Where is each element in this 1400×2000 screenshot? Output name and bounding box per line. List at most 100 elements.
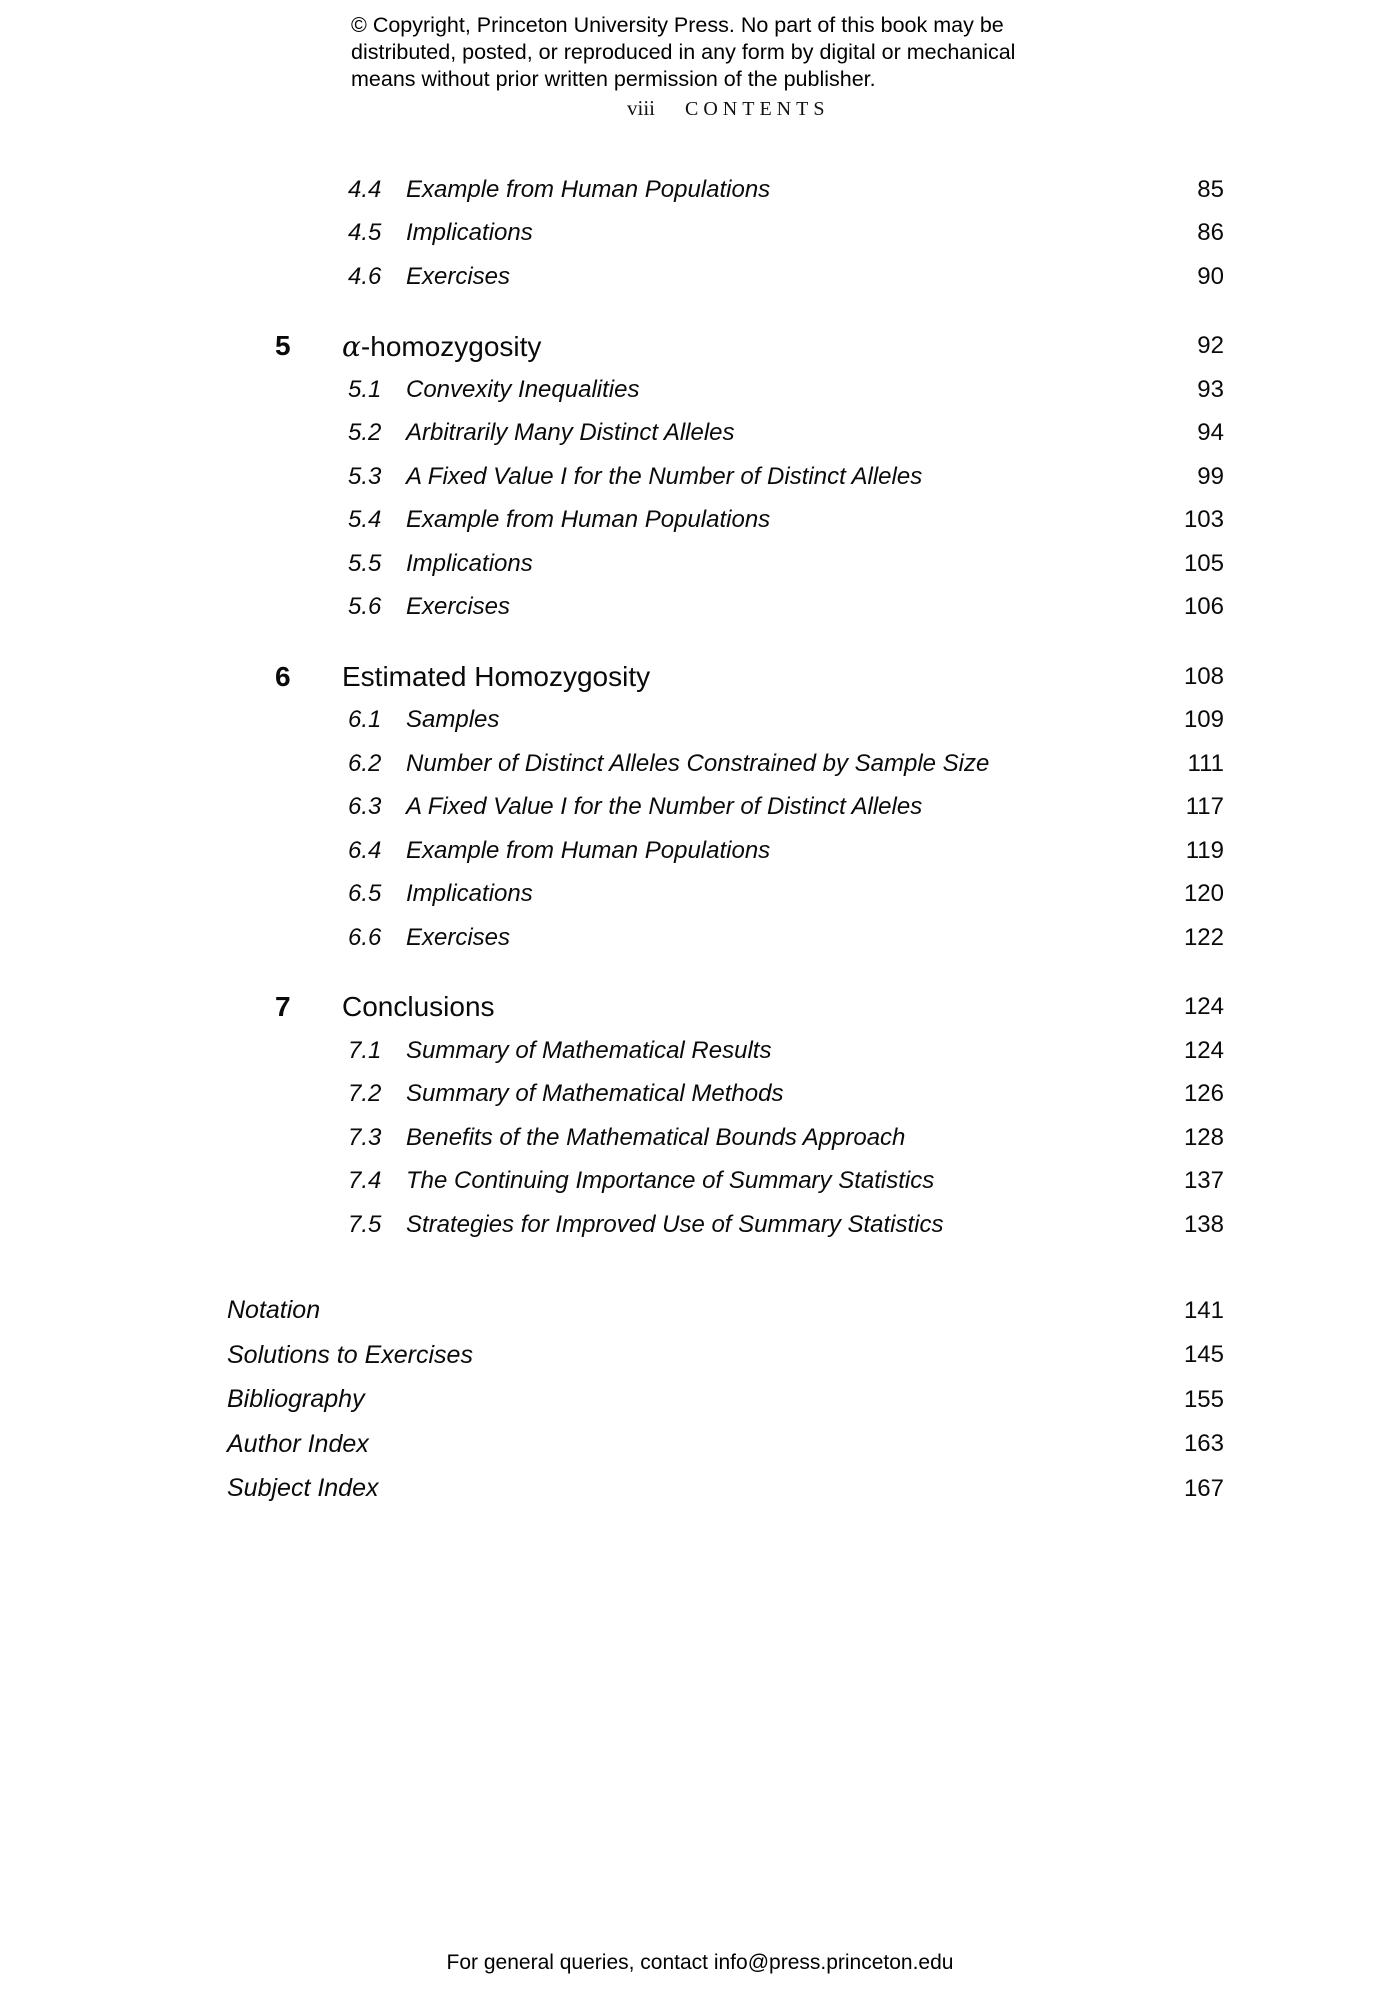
toc-chapter-row: 7 Conclusions 124: [227, 986, 1224, 1030]
toc-entry-page-number: 108: [1183, 662, 1224, 690]
toc-entry-number: 6.6: [348, 923, 382, 951]
toc-entry-number: 4.6: [348, 262, 382, 290]
toc-section-row: 5.1 Convexity Inequalities 93: [227, 368, 1224, 412]
toc-entry-number: 7.4: [348, 1167, 382, 1195]
toc-entry-number: 7.3: [348, 1123, 382, 1151]
toc-entry-title: Exercises: [406, 593, 511, 621]
toc-entry-page-number: 128: [1183, 1123, 1224, 1151]
toc-entry-title: Number of Distinct Alleles Constrained b…: [406, 749, 990, 777]
toc-entry-number: 6.1: [348, 706, 382, 734]
toc-section-row: 7.2 Summary of Mathematical Methods 126: [227, 1073, 1224, 1117]
toc-entry-number: 6.2: [348, 749, 382, 777]
toc-entry-page-number: 119: [1185, 836, 1224, 864]
toc-entry-page-number: 120: [1183, 880, 1224, 908]
toc-entry-page-number: 103: [1183, 506, 1224, 534]
toc-entry-number: 5.4: [348, 506, 382, 534]
toc-entry-number: 5.5: [348, 549, 382, 577]
toc-entry-title: Summary of Mathematical Methods: [406, 1080, 784, 1108]
toc-entry-title: Strategies for Improved Use of Summary S…: [406, 1210, 944, 1238]
table-of-contents: 4.4 Example from Human Populations 85 4.5 Im…: [227, 168, 1224, 1511]
toc-entry-title: Implications: [406, 880, 533, 908]
running-head: viii CONTENTS: [627, 96, 829, 121]
toc-entry-page-number: 99: [1197, 462, 1224, 490]
running-head-title: CONTENTS: [685, 98, 830, 120]
toc-entry-title: Author Index: [227, 1429, 369, 1458]
toc-entry-title: Summary of Mathematical Results: [406, 1036, 772, 1064]
toc-entry-title: Estimated Homozygosity: [342, 660, 651, 692]
toc-entry-page-number: 117: [1185, 793, 1224, 821]
toc-section-row: 6.4 Example from Human Populations 119: [227, 829, 1224, 873]
toc-entry-page-number: 167: [1183, 1474, 1224, 1502]
toc-entry-title: Example from Human Populations: [406, 836, 771, 864]
toc-entry-number: 7.1: [348, 1036, 382, 1064]
toc-entry-title: Arbitrarily Many Distinct Alleles: [406, 419, 735, 447]
toc-section-row: 7.3 Benefits of the Mathematical Bounds A…: [227, 1116, 1224, 1160]
toc-entry-title: Exercises: [406, 262, 511, 290]
toc-entry-page-number: 138: [1183, 1210, 1224, 1238]
toc-chapter-row: 6 Estimated Homozygosity 108: [227, 655, 1224, 699]
toc-entry-title: α-homozygosity: [342, 329, 542, 363]
toc-entry-page-number: 109: [1183, 706, 1224, 734]
toc-entry-number: 5.1: [348, 375, 382, 403]
toc-entry-page-number: 92: [1197, 332, 1224, 360]
toc-section-row: 5.3 A Fixed Value I for the Number of Dis…: [227, 455, 1224, 499]
toc-entry-number: 5: [275, 330, 291, 362]
toc-section-row: 4.5 Implications 86: [227, 212, 1224, 256]
toc-entry-page-number: 122: [1183, 923, 1224, 951]
toc-entry-number: 4.4: [348, 175, 382, 203]
toc-entry-page-number: 137: [1183, 1167, 1224, 1195]
toc-entry-page-number: 141: [1183, 1296, 1224, 1324]
toc-entry-title: Convexity Inequalities: [406, 375, 640, 403]
copyright-notice: © Copyright, Princeton University Press.…: [351, 12, 1015, 93]
toc-entry-title: A Fixed Value I for the Number of Distin…: [406, 462, 923, 490]
toc-entry-page-number: 126: [1183, 1080, 1224, 1108]
toc-section-row: 5.5 Implications 105: [227, 542, 1224, 586]
toc-section-row: 6.6 Exercises 122: [227, 916, 1224, 960]
toc-entry-title: Samples: [406, 706, 500, 734]
toc-section-row: 7.4 The Continuing Importance of Summary …: [227, 1160, 1224, 1204]
toc-backmatter-row: Author Index 163: [227, 1422, 1224, 1467]
toc-entry-page-number: 85: [1197, 175, 1224, 203]
toc-entry-title: Example from Human Populations: [406, 175, 771, 203]
toc-backmatter-row: Subject Index 167: [227, 1467, 1224, 1512]
toc-entry-page-number: 93: [1197, 375, 1224, 403]
toc-section-row: 5.6 Exercises 106: [227, 586, 1224, 630]
toc-entry-number: 7.5: [348, 1210, 382, 1238]
toc-section-row: 6.3 A Fixed Value I for the Number of Dis…: [227, 786, 1224, 830]
toc-entry-title: Implications: [406, 219, 533, 247]
toc-entry-page-number: 86: [1197, 219, 1224, 247]
toc-entry-page-number: 94: [1197, 419, 1224, 447]
toc-section-row: 4.6 Exercises 90: [227, 255, 1224, 299]
toc-backmatter-row: Notation 141: [227, 1289, 1224, 1334]
toc-section-row: 5.4 Example from Human Populations 103: [227, 499, 1224, 543]
toc-chapter-row: 5 α-homozygosity 92: [227, 325, 1224, 369]
toc-backmatter-row: Bibliography 155: [227, 1378, 1224, 1423]
copyright-line-1: © Copyright, Princeton University Press.…: [351, 13, 1004, 37]
toc-entry-title: Conclusions: [342, 991, 495, 1023]
toc-entry-page-number: 105: [1183, 549, 1224, 577]
toc-entry-number: 6: [275, 660, 291, 692]
toc-entry-page-number: 145: [1183, 1341, 1224, 1369]
toc-entry-title: Exercises: [406, 923, 511, 951]
toc-entry-number: 5.2: [348, 419, 382, 447]
copyright-line-3: means without prior written permission o…: [351, 67, 876, 91]
toc-entry-number: 7.2: [348, 1080, 382, 1108]
copyright-line-2: distributed, posted, or reproduced in an…: [351, 40, 1016, 64]
toc-entry-number: 6.3: [348, 793, 382, 821]
toc-entry-number: 6.5: [348, 880, 382, 908]
toc-section-row: 7.5 Strategies for Improved Use of Summar…: [227, 1203, 1224, 1247]
toc-entry-page-number: 124: [1183, 1036, 1224, 1064]
toc-entry-page-number: 163: [1183, 1430, 1224, 1458]
toc-entry-title: Subject Index: [227, 1474, 379, 1503]
toc-section-row: 6.5 Implications 120: [227, 873, 1224, 917]
toc-entry-number: 6.4: [348, 836, 382, 864]
toc-section-row: 6.1 Samples 109: [227, 699, 1224, 743]
toc-entry-page-number: 106: [1183, 593, 1224, 621]
toc-section-row: 7.1 Summary of Mathematical Results 124: [227, 1029, 1224, 1073]
toc-entry-title: Bibliography: [227, 1385, 365, 1414]
toc-entry-title: A Fixed Value I for the Number of Distin…: [406, 793, 923, 821]
alpha-symbol: α: [342, 329, 361, 363]
toc-entry-number: 4.5: [348, 219, 382, 247]
toc-entry-title: The Continuing Importance of Summary Sta…: [406, 1167, 935, 1195]
toc-entry-page-number: 155: [1183, 1385, 1224, 1413]
